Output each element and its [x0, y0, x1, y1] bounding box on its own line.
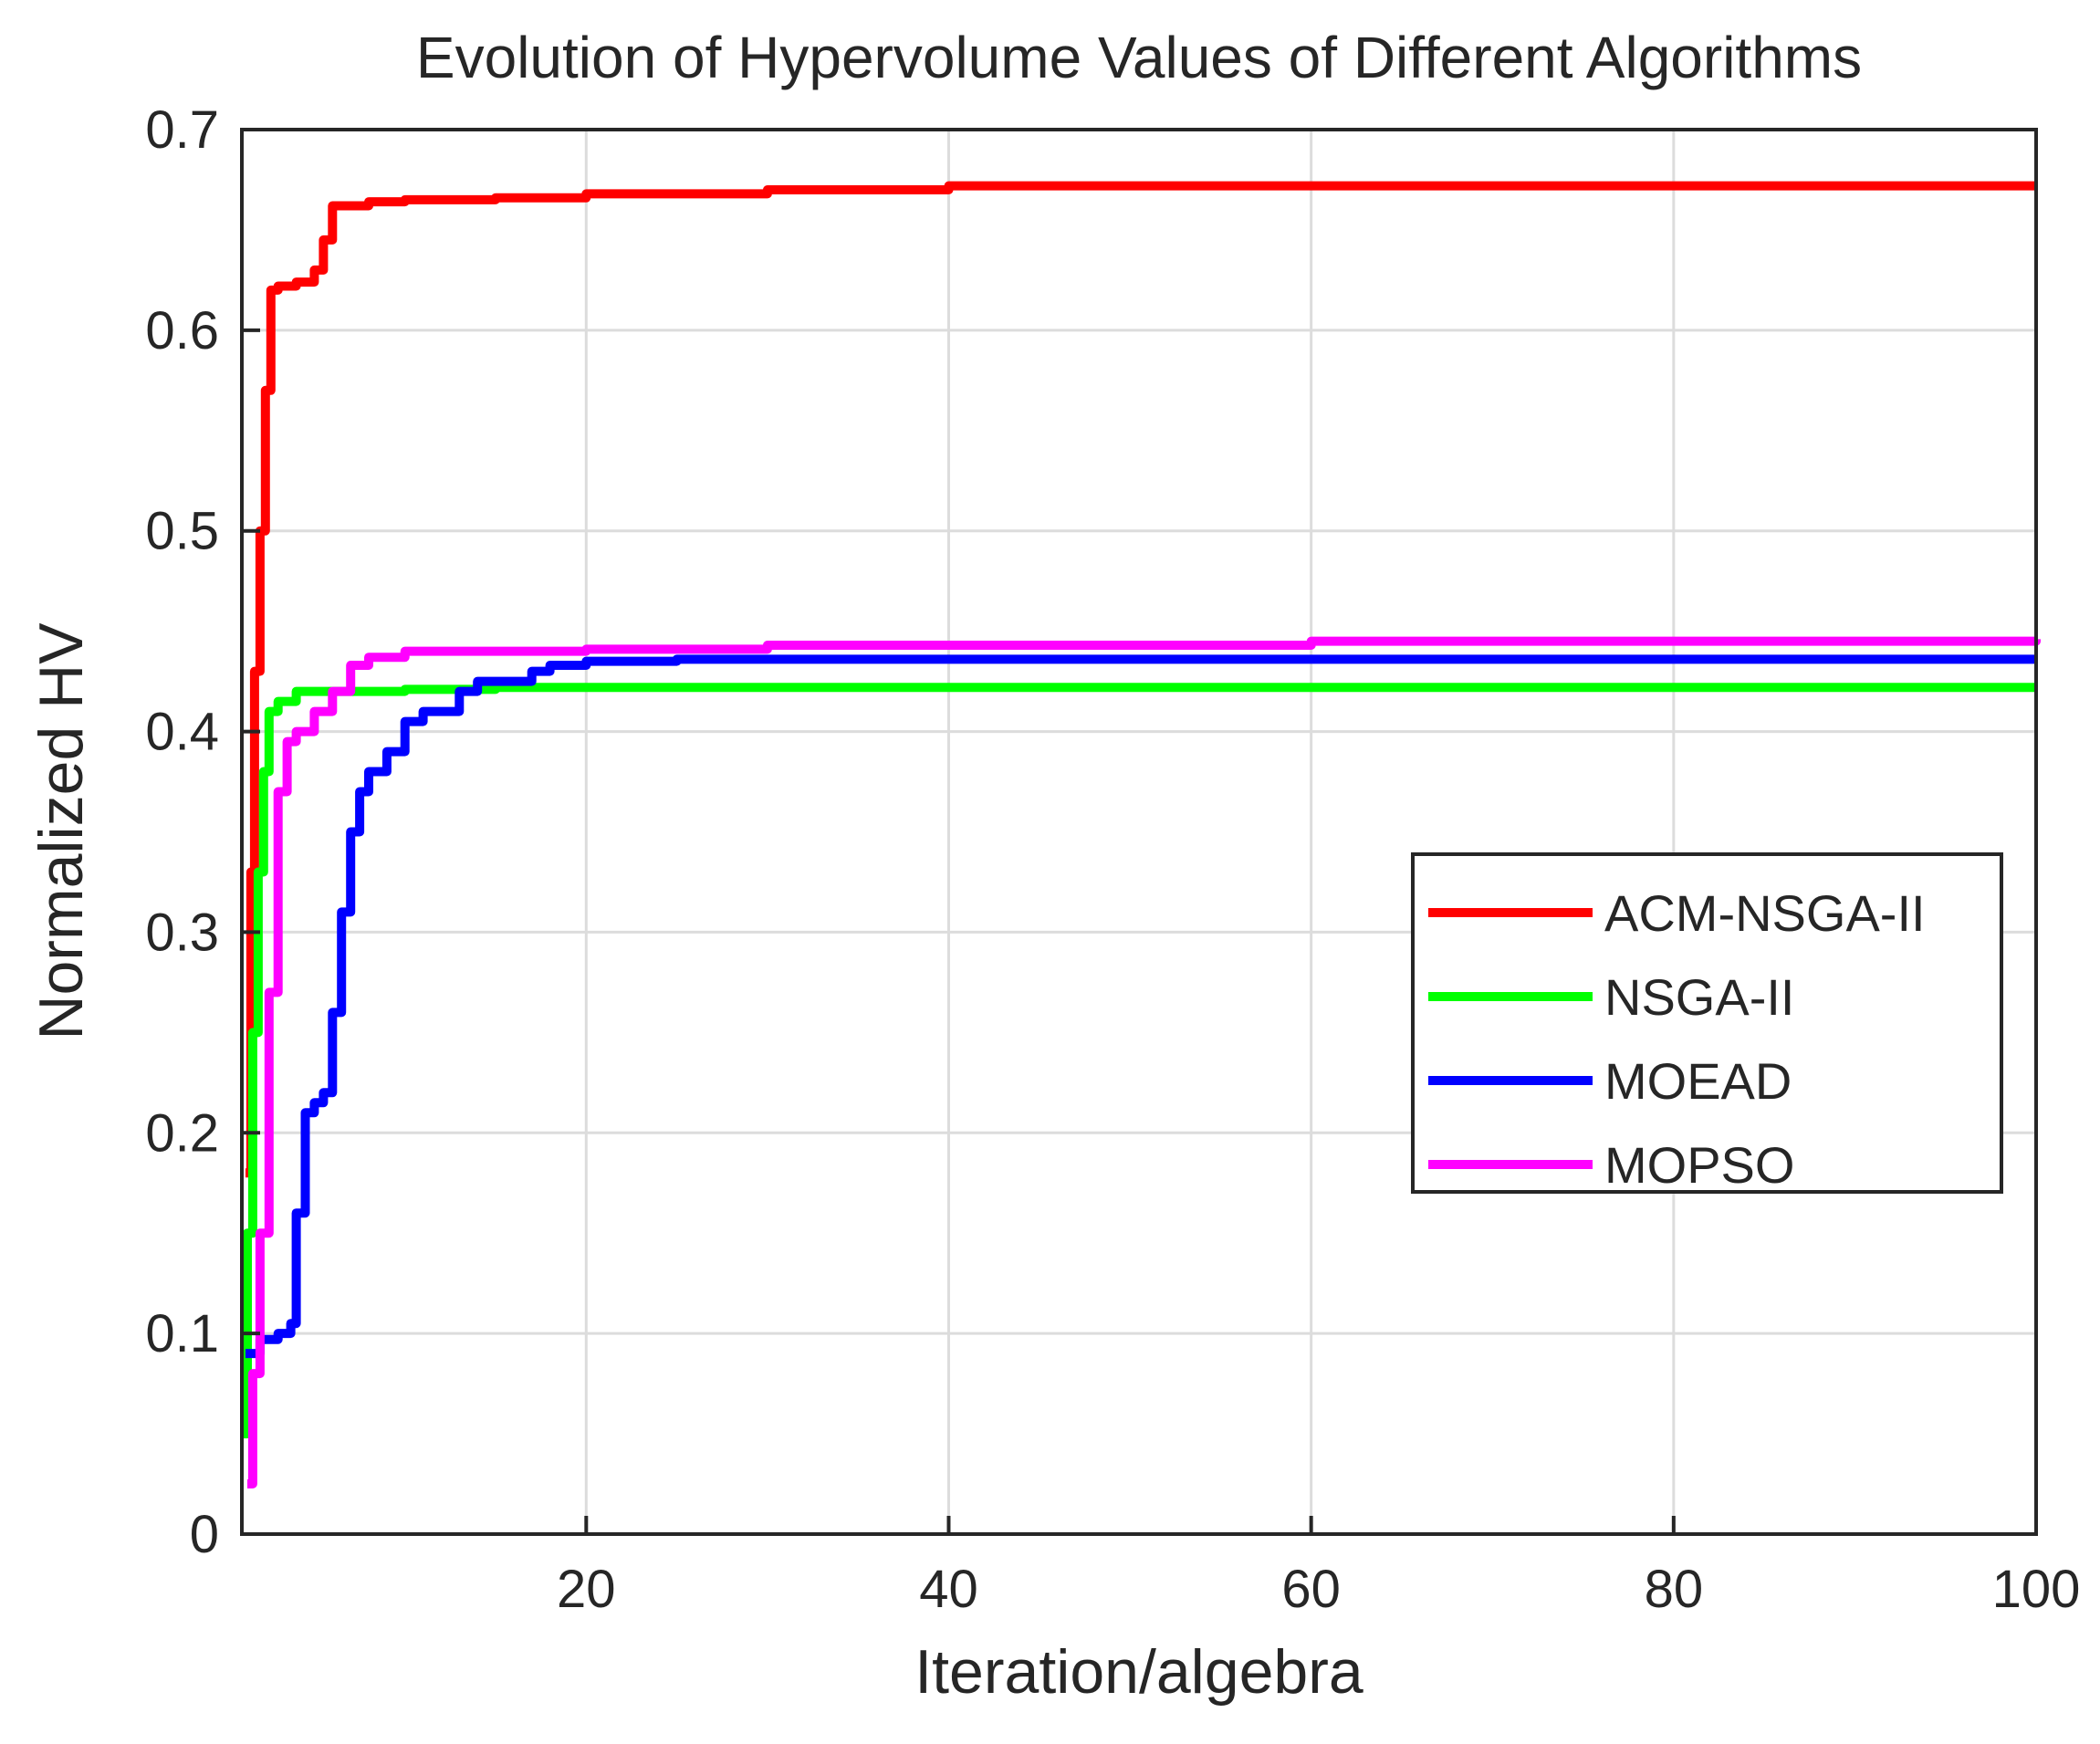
series-line-acm-nsga-ii	[246, 181, 2036, 1178]
legend: ACM-NSGA-II NSGA-II MOEAD MOPSO	[1411, 852, 2003, 1194]
series-line-mopso	[247, 636, 2041, 1488]
plot-frame	[240, 128, 2038, 1536]
legend-label: ACM-NSGA-II	[1604, 884, 1926, 942]
legend-items: ACM-NSGA-II NSGA-II MOEAD MOPSO	[1428, 884, 1926, 1194]
y-tick-label: 0.5	[145, 502, 219, 561]
legend-label: MOPSO	[1604, 1136, 1794, 1194]
series-line-moead	[246, 654, 2036, 1359]
x-tick-label: 20	[557, 1560, 616, 1619]
y-tick-label: 0.7	[145, 100, 219, 160]
legend-label: MOEAD	[1604, 1052, 1792, 1110]
x-tick-label: 40	[919, 1560, 978, 1619]
grid	[242, 130, 2036, 1534]
y-tick-label: 0	[190, 1505, 219, 1564]
x-tick-label: 100	[1992, 1560, 2081, 1619]
y-tick-label: 0.2	[145, 1103, 219, 1163]
y-tick-label: 0.1	[145, 1304, 219, 1363]
y-tick-label: 0.4	[145, 703, 219, 762]
tick-labels: 20 40 60 80 100 0 0.1 0.2 0.3 0.4 0.5 0.6 0.7	[145, 100, 2080, 1619]
y-axis-label: Normalized HV	[26, 622, 96, 1040]
series-lines	[242, 181, 2041, 1488]
x-tick-label: 60	[1281, 1560, 1341, 1619]
legend-label: NSGA-II	[1604, 968, 1794, 1026]
chart-title: Evolution of Hypervolume Values of Diffe…	[416, 25, 1862, 90]
axis-ticks	[242, 128, 2038, 1536]
x-axis-label: Iteration/algebra	[914, 1637, 1363, 1707]
y-tick-label: 0.3	[145, 903, 219, 962]
y-tick-label: 0.6	[145, 301, 219, 360]
x-tick-label: 80	[1645, 1560, 1704, 1619]
